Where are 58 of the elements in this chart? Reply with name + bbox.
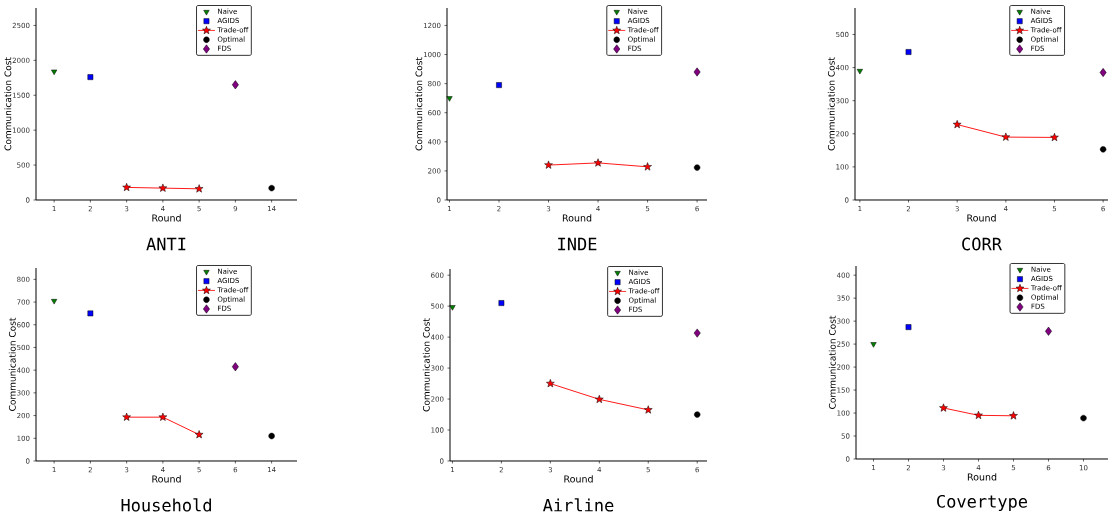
point <box>939 403 948 412</box>
point <box>449 305 456 311</box>
point <box>643 162 652 171</box>
point <box>496 82 502 88</box>
point <box>231 362 239 372</box>
point <box>1001 132 1011 141</box>
x-axis-title: Round <box>152 475 181 483</box>
point <box>51 299 58 305</box>
point <box>1009 411 1018 420</box>
point <box>1050 132 1059 142</box>
point <box>194 430 204 439</box>
point <box>1080 414 1087 422</box>
point <box>952 120 962 129</box>
point <box>694 411 701 418</box>
text: Covertype <box>937 494 1028 512</box>
x-axis-title: Round <box>967 214 996 222</box>
x-axis-title: Round <box>564 475 593 483</box>
point <box>544 160 553 169</box>
point <box>693 164 701 171</box>
x-axis-title: Round <box>562 214 592 222</box>
point <box>87 310 94 317</box>
text: CORR <box>962 237 1002 251</box>
x-axis-title: Round <box>152 214 181 222</box>
point <box>268 432 275 440</box>
point <box>498 300 505 306</box>
y-axis-title: Communication Cost <box>828 315 836 409</box>
point <box>546 379 555 388</box>
point <box>870 342 877 348</box>
point <box>593 158 603 167</box>
text: INDE <box>558 237 597 251</box>
y-axis-title: Communication Cost <box>8 317 16 411</box>
point <box>856 69 863 75</box>
point <box>158 183 168 192</box>
point <box>87 74 94 80</box>
point <box>268 184 275 192</box>
point <box>122 412 131 421</box>
point <box>446 96 453 102</box>
point <box>595 394 604 404</box>
point <box>905 49 912 55</box>
point <box>1045 326 1052 336</box>
point <box>194 184 204 193</box>
text: ANTI <box>146 237 186 251</box>
y-axis-title: Communication Cost <box>827 57 835 151</box>
text: Airline <box>542 498 614 512</box>
point <box>693 67 701 77</box>
point <box>974 410 983 419</box>
point <box>644 405 653 414</box>
point <box>122 182 131 192</box>
point <box>231 80 239 90</box>
text: Household <box>121 498 211 512</box>
point <box>158 412 168 421</box>
point <box>905 324 912 330</box>
y-axis-title: Communication Cost <box>422 318 430 412</box>
x-axis-title: Round <box>967 473 997 481</box>
y-axis-title: Communication Cost <box>4 57 12 151</box>
point <box>693 328 701 338</box>
point <box>51 69 58 75</box>
y-axis-title: Communication Cost <box>415 57 423 151</box>
